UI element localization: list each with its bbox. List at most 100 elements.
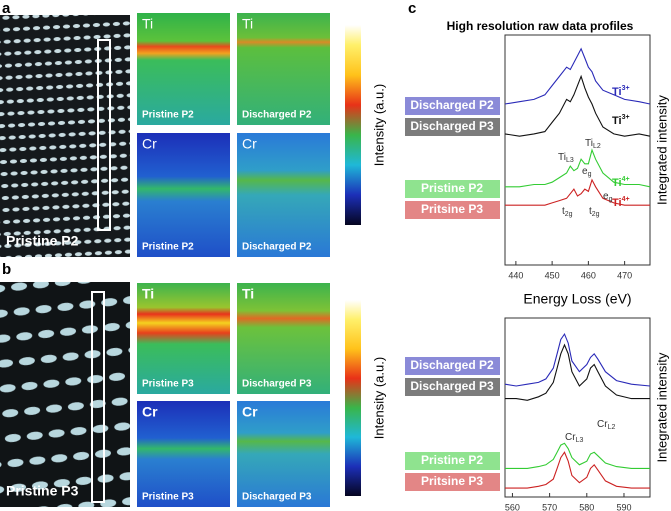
annotation: t2g bbox=[589, 206, 600, 218]
element-map bbox=[137, 283, 230, 394]
map-caption: Pristine P2 bbox=[142, 110, 194, 121]
element-label: Ti bbox=[242, 286, 254, 302]
colorbar bbox=[345, 25, 361, 225]
element-label: Ti bbox=[242, 16, 253, 32]
annotation-text: e bbox=[603, 191, 609, 202]
legend-box bbox=[405, 378, 500, 396]
legend-label: Pristine P2 bbox=[421, 453, 483, 467]
spectrum-line bbox=[504, 47, 651, 105]
spectrum-line bbox=[505, 343, 650, 401]
annotation-text: Ti bbox=[612, 86, 622, 98]
stem-image bbox=[0, 282, 130, 507]
map-caption: Discharged P3 bbox=[242, 492, 312, 503]
annotation: t2g bbox=[562, 206, 573, 218]
annotation-sup: 3+ bbox=[622, 114, 630, 121]
x-tick-label: 470 bbox=[617, 270, 632, 280]
element-label: Ti bbox=[142, 286, 154, 302]
annotation-text: Ti bbox=[612, 197, 622, 209]
map-caption: Pristine P2 bbox=[142, 242, 194, 253]
legend-box bbox=[405, 118, 500, 136]
region-box bbox=[91, 291, 105, 503]
spectrum-line bbox=[505, 148, 651, 188]
legend-label: Discharged P3 bbox=[410, 119, 494, 133]
x-tick-label: 560 bbox=[505, 502, 520, 511]
legend-box bbox=[405, 201, 500, 219]
legend-box bbox=[405, 97, 500, 115]
x-tick-label: 440 bbox=[508, 270, 523, 280]
spectrum-line bbox=[504, 332, 651, 387]
annotation-sub: g bbox=[609, 196, 613, 203]
x-axis-label: Energy Loss (eV) bbox=[523, 291, 631, 307]
annotation-text: Ti bbox=[612, 115, 622, 127]
x-tick-label: 570 bbox=[542, 502, 557, 511]
map-caption: Pristine P3 bbox=[142, 379, 194, 390]
annotation: Ti3+ bbox=[612, 85, 630, 98]
plot-frame bbox=[504, 34, 651, 266]
element-map bbox=[137, 13, 230, 125]
annotation: eg bbox=[603, 191, 613, 203]
colorbar-label: Intensity (a.u.) bbox=[371, 357, 386, 439]
annotation: Ti4+ bbox=[612, 196, 630, 209]
element-label: Cr bbox=[142, 404, 158, 420]
annotation-text: Cr bbox=[565, 432, 576, 443]
annotation: Ti3+ bbox=[612, 114, 630, 127]
element-map bbox=[137, 401, 230, 507]
panel-label: b bbox=[2, 261, 11, 278]
annotation-text: Ti bbox=[558, 152, 566, 163]
legend-box bbox=[405, 357, 500, 375]
annotation-text: Ti bbox=[585, 138, 593, 149]
legend-label: Pristine P2 bbox=[421, 181, 483, 195]
legend-box bbox=[405, 452, 500, 470]
annotation-sub: g bbox=[588, 171, 592, 178]
legend-box bbox=[405, 473, 500, 491]
x-tick-label: 590 bbox=[616, 502, 631, 511]
map-caption: Pristine P3 bbox=[142, 492, 194, 503]
annotation-sub: L3 bbox=[576, 437, 584, 444]
stem-image bbox=[0, 15, 130, 257]
colorbar-label: Intensity (a.u.) bbox=[371, 84, 386, 166]
annotation-sub: L2 bbox=[593, 143, 601, 150]
annotation: CrL3 bbox=[565, 432, 583, 444]
map-caption: Discharged P3 bbox=[242, 379, 312, 390]
annotation: TiL2 bbox=[585, 138, 601, 150]
annotation-text: e bbox=[582, 166, 588, 177]
image-label: Pristine P2 bbox=[6, 233, 79, 249]
annotation-sup: 4+ bbox=[622, 176, 630, 183]
panel-label: a bbox=[2, 0, 11, 17]
plot-frame bbox=[504, 317, 651, 498]
region-box bbox=[97, 39, 111, 231]
annotation-sub: 2g bbox=[592, 211, 600, 218]
annotation: CrL2 bbox=[597, 419, 615, 431]
x-tick-label: 450 bbox=[545, 270, 560, 280]
y-axis-label: Integrated intensity bbox=[654, 352, 669, 462]
element-label: Ti bbox=[142, 16, 153, 32]
legend-label: Discharged P2 bbox=[410, 98, 494, 112]
element-map bbox=[237, 13, 330, 125]
annotation-text: t bbox=[562, 206, 565, 217]
image-label: Pristine P3 bbox=[6, 483, 79, 499]
panel-label: c bbox=[408, 0, 416, 17]
element-map bbox=[237, 401, 330, 507]
legend-box bbox=[405, 180, 500, 198]
annotation: Ti4+ bbox=[612, 176, 630, 189]
annotation: eg bbox=[582, 166, 592, 178]
element-map bbox=[237, 133, 330, 257]
annotation-text: Cr bbox=[597, 419, 608, 430]
element-map bbox=[237, 283, 330, 394]
annotation-sub: L2 bbox=[608, 424, 616, 431]
x-tick-label: 460 bbox=[581, 270, 596, 280]
map-caption: Discharged P2 bbox=[242, 242, 312, 253]
panel-title: High resolution raw data profiles bbox=[447, 19, 634, 33]
element-label: Cr bbox=[242, 136, 257, 152]
annotation-sup: 3+ bbox=[622, 85, 630, 92]
annotation: TiL3 bbox=[558, 152, 574, 164]
annotation-sup: 4+ bbox=[622, 196, 630, 203]
annotation-sub: 2g bbox=[565, 211, 573, 218]
spectrum-line bbox=[505, 451, 650, 489]
map-caption: Discharged P2 bbox=[242, 110, 312, 121]
legend-label: Pritsine P3 bbox=[421, 474, 483, 488]
y-axis-label: Integrated intensity bbox=[654, 95, 669, 205]
legend-label: Discharged P2 bbox=[410, 358, 494, 372]
annotation-text: Ti bbox=[612, 177, 622, 189]
